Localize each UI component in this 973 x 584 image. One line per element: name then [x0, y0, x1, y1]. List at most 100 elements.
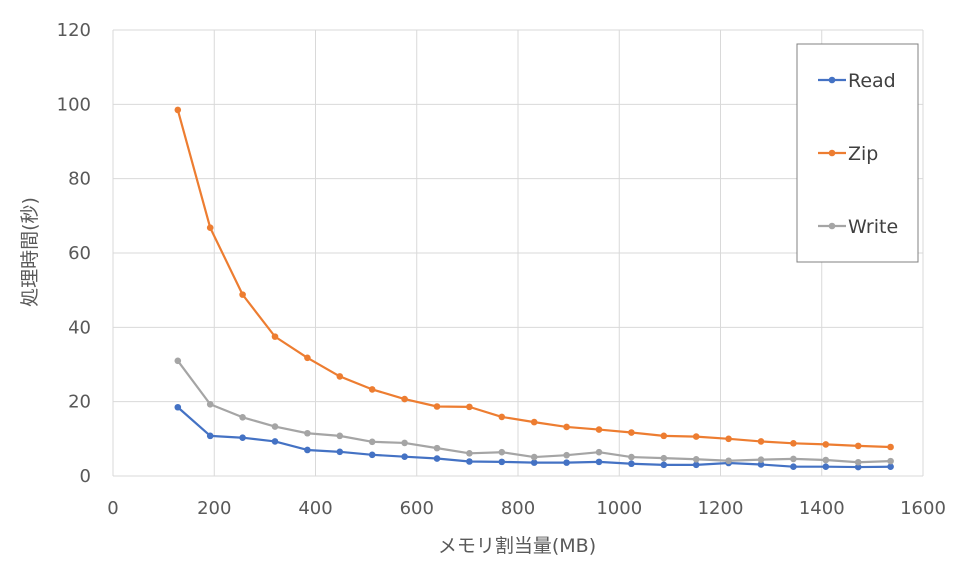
data-point — [206, 400, 214, 408]
data-point — [239, 434, 246, 442]
data-point — [757, 438, 765, 445]
data-point — [368, 386, 376, 393]
data-point — [239, 413, 246, 421]
data-point — [692, 455, 700, 463]
series-read — [174, 403, 894, 471]
data-point — [206, 224, 214, 232]
y-axis-title: 処理時間(秒) — [19, 197, 41, 307]
data-point — [433, 444, 441, 452]
data-point — [271, 333, 279, 340]
data-point — [692, 433, 700, 440]
x-axis-title: メモリ割当量(MB) — [438, 535, 596, 557]
data-point — [336, 448, 344, 456]
data-point — [628, 453, 635, 461]
data-point — [401, 395, 408, 403]
data-point — [530, 459, 538, 466]
series-zip — [174, 106, 894, 451]
data-point — [628, 460, 635, 468]
legend-label: Zip — [848, 143, 878, 165]
x-tick-label: 1000 — [596, 498, 642, 519]
data-point — [660, 461, 668, 469]
y-tick-label: 40 — [68, 317, 91, 338]
data-point — [628, 429, 635, 436]
data-point — [757, 461, 765, 468]
y-tick-label: 120 — [57, 20, 91, 41]
legend-item-zip: Zip — [818, 143, 878, 165]
legend-label: Write — [848, 216, 898, 238]
data-point — [304, 429, 311, 437]
series-line — [176, 360, 891, 464]
x-tick-label: 200 — [197, 498, 231, 519]
data-point — [887, 463, 894, 471]
series-write — [174, 357, 894, 466]
data-point — [822, 441, 830, 448]
data-point — [854, 458, 862, 466]
x-tick-label: 1600 — [900, 498, 946, 519]
data-point — [401, 439, 408, 447]
data-point — [530, 453, 538, 461]
data-point — [433, 403, 441, 410]
x-tick-label: 600 — [400, 498, 434, 519]
legend-item-write: Write — [818, 216, 898, 238]
data-point — [692, 461, 700, 469]
data-point — [790, 455, 797, 463]
legend: Read Zip Write — [796, 43, 919, 263]
data-point — [822, 463, 830, 471]
data-point — [304, 446, 311, 454]
data-point — [174, 403, 182, 411]
data-point — [822, 456, 830, 464]
data-point — [725, 457, 732, 465]
x-tick-label: 400 — [298, 498, 332, 519]
data-point — [401, 453, 408, 460]
data-point — [854, 463, 862, 471]
data-point — [498, 458, 506, 466]
legend-swatch-marker — [828, 222, 836, 230]
data-point — [790, 439, 797, 447]
data-point — [725, 435, 732, 443]
legend-label: Read — [848, 70, 896, 92]
data-point — [466, 450, 473, 457]
series-line — [176, 109, 891, 449]
data-point — [660, 454, 668, 462]
data-point — [887, 443, 894, 451]
legend-swatch-marker — [828, 76, 836, 84]
data-point — [757, 456, 765, 463]
data-point — [466, 458, 473, 465]
legend-item-read: Read — [818, 70, 896, 92]
y-tick-label: 20 — [68, 392, 91, 413]
data-point — [563, 451, 570, 459]
data-point — [304, 354, 311, 362]
data-point — [206, 432, 214, 440]
data-point — [239, 291, 246, 298]
legend-box — [796, 43, 919, 263]
data-point — [174, 106, 182, 114]
y-tick-label: 60 — [68, 243, 91, 264]
y-tick-label: 0 — [80, 466, 91, 487]
legend-swatch-marker — [828, 149, 836, 157]
axes — [112, 30, 923, 477]
data-point — [498, 413, 506, 421]
data-point — [595, 458, 603, 466]
data-point — [563, 459, 570, 466]
data-point — [433, 455, 441, 462]
y-tick-label: 100 — [57, 94, 91, 115]
data-point — [498, 448, 506, 456]
data-point — [466, 403, 473, 411]
data-point — [530, 418, 538, 426]
data-point — [336, 373, 344, 380]
data-point — [336, 432, 344, 440]
data-point — [563, 423, 570, 431]
data-point — [660, 432, 668, 440]
data-point — [887, 457, 894, 465]
x-tick-label: 0 — [107, 498, 118, 519]
data-point — [174, 357, 182, 365]
x-tick-label: 1400 — [799, 498, 845, 519]
data-point — [595, 426, 603, 433]
x-tick-label: 800 — [501, 498, 535, 519]
data-point — [595, 448, 603, 456]
data-point — [271, 438, 279, 445]
data-point — [368, 451, 376, 459]
x-tick-label: 1200 — [698, 498, 744, 519]
